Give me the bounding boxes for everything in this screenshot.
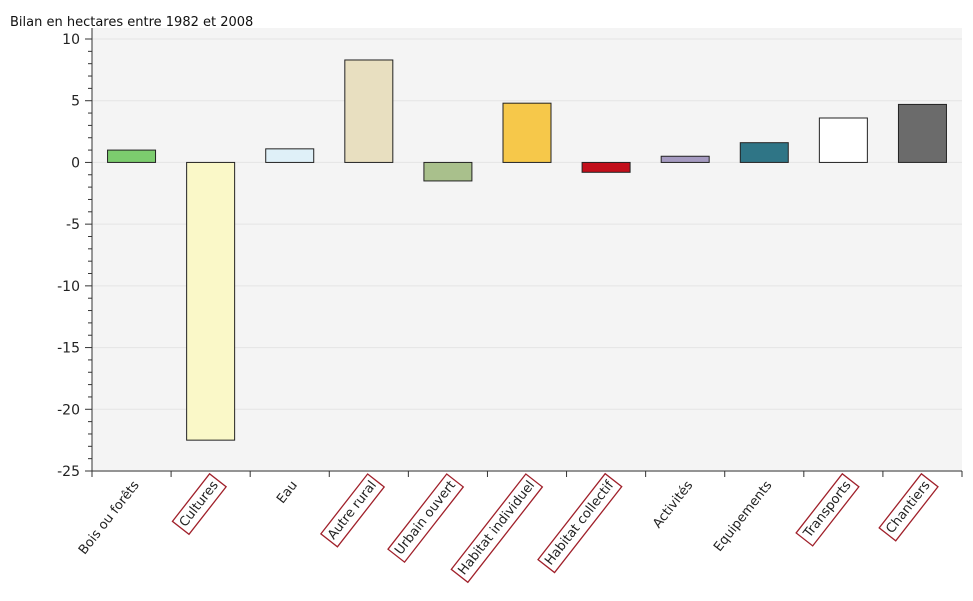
bar-7 bbox=[581, 161, 631, 173]
y-tick-label: -5 bbox=[66, 217, 80, 233]
bar-1 bbox=[107, 149, 157, 163]
bar-3 bbox=[265, 148, 315, 163]
label-highlight-box bbox=[795, 472, 860, 547]
label-highlight-box bbox=[450, 473, 544, 584]
label-highlight-box bbox=[878, 472, 939, 542]
bar-4 bbox=[344, 59, 394, 163]
y-tick-label: 10 bbox=[62, 32, 80, 48]
label-highlight-box bbox=[387, 473, 465, 564]
bar-10 bbox=[818, 117, 868, 163]
y-tick-label: -10 bbox=[57, 279, 80, 295]
y-tick-label: -25 bbox=[57, 464, 80, 480]
bar-5 bbox=[423, 161, 473, 182]
bars bbox=[107, 59, 947, 441]
y-tick-label: 0 bbox=[71, 155, 80, 171]
bar-9 bbox=[739, 142, 789, 163]
y-ticks: 10 5 0 -5 -10 -15 -20 -25 bbox=[57, 32, 92, 480]
plot-background bbox=[92, 28, 962, 472]
bar-2 bbox=[186, 161, 236, 441]
bar-11 bbox=[897, 103, 947, 163]
bar-6 bbox=[502, 102, 552, 163]
y-tick-label: 5 bbox=[71, 94, 80, 110]
label-highlight-box bbox=[319, 473, 386, 548]
bar-8 bbox=[660, 155, 710, 163]
chart-title: Bilan en hectares entre 1982 et 2008 bbox=[10, 15, 253, 30]
y-tick-label: -15 bbox=[57, 341, 80, 357]
label-highlight-box bbox=[537, 472, 623, 574]
label-highlight-box bbox=[171, 472, 228, 536]
y-tick-label: -20 bbox=[57, 402, 80, 418]
